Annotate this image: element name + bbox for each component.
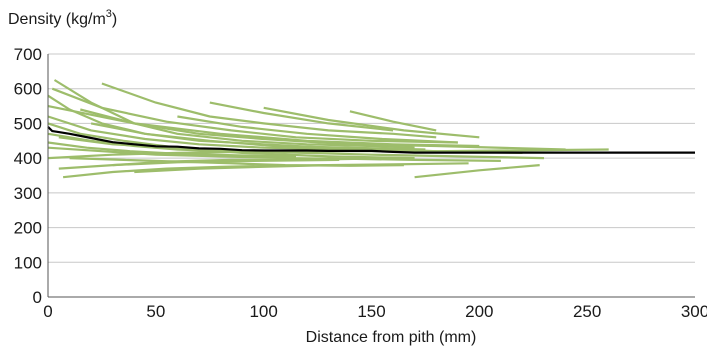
x-axis-title: Distance from pith (mm)	[306, 329, 477, 346]
profile-line-15	[134, 162, 469, 174]
profile-line-24	[58, 158, 340, 170]
y-tick-400: 400	[14, 149, 42, 168]
profile-line-17	[51, 87, 458, 144]
profile-line-3	[101, 82, 437, 139]
y-tick-200: 200	[14, 219, 42, 238]
x-tick-300: 300	[681, 302, 707, 321]
profile-line-11	[209, 101, 394, 132]
y-tick-700: 700	[14, 45, 42, 64]
profile-line-20	[47, 105, 480, 148]
y-tick-labels: 0 100 200 300 400 500 600 700	[14, 45, 42, 307]
density-profiles	[47, 79, 609, 179]
profile-line-6	[47, 146, 501, 162]
x-tick-labels: 0 50 100 150 200 250 300	[43, 302, 707, 321]
profile-line-13	[349, 110, 437, 132]
x-tick-0: 0	[43, 302, 52, 321]
y-tick-600: 600	[14, 80, 42, 99]
grid-lines	[48, 53, 695, 263]
y-tick-100: 100	[14, 253, 42, 272]
x-tick-250: 250	[573, 302, 601, 321]
y-axis-title: Density (kg/m3)	[8, 8, 117, 28]
y-tick-0: 0	[33, 288, 42, 307]
x-tick-150: 150	[357, 302, 385, 321]
y-tick-500: 500	[14, 114, 42, 133]
x-tick-200: 200	[465, 302, 493, 321]
profile-line-23	[47, 141, 297, 158]
x-tick-100: 100	[249, 302, 277, 321]
x-tick-50: 50	[146, 302, 165, 321]
profile-line-22	[177, 115, 458, 144]
profile-line-19	[90, 122, 426, 151]
y-tick-300: 300	[14, 184, 42, 203]
profile-line-16	[414, 164, 540, 179]
profile-line-12	[263, 106, 480, 139]
mean-profile	[47, 126, 695, 154]
mean-line	[47, 126, 695, 154]
